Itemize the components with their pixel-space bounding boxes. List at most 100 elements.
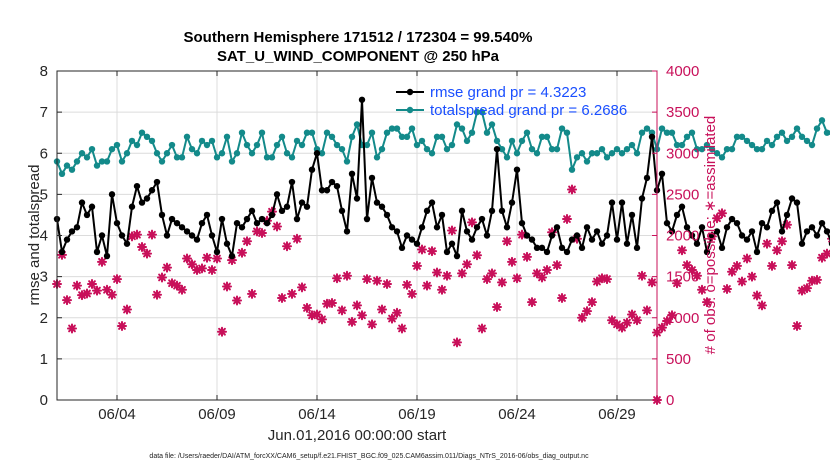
- asterisk-stroke: [528, 298, 536, 306]
- totalspread-point: [608, 150, 616, 157]
- rmse-point: [338, 207, 346, 215]
- asterisk-stroke: [623, 318, 631, 327]
- totalspread-point: [343, 158, 351, 165]
- y-axis-ticks: 0 1 2 3 4 5 6 7 8: [40, 63, 62, 409]
- assimilated-point: [327, 297, 337, 308]
- totalspread-point: [233, 150, 241, 157]
- asterisk-stroke: [98, 257, 106, 266]
- rmse-point: [803, 228, 811, 235]
- asterisk-stroke: [148, 230, 156, 239]
- totalspread-point: [73, 158, 81, 165]
- totalspread-point: [433, 133, 441, 140]
- totalspread-point: [733, 133, 741, 140]
- asterisk-stroke: [608, 316, 616, 325]
- asterisk-stroke: [243, 237, 251, 246]
- asterisk-stroke: [513, 274, 521, 283]
- asterisk-stroke: [108, 290, 116, 299]
- asterisk-stroke: [368, 320, 376, 329]
- rmse-point: [513, 166, 521, 173]
- totalspread-point: [723, 145, 731, 153]
- totalspread-point: [103, 158, 111, 165]
- asterisk-stroke: [358, 311, 366, 320]
- totalspread-point: [568, 166, 576, 173]
- rmse-point: [368, 174, 376, 182]
- assimilated-point: [522, 251, 532, 262]
- totalspread-point: [643, 125, 651, 132]
- rmse-point: [473, 224, 481, 231]
- asterisk-stroke: [378, 305, 386, 314]
- asterisk-stroke: [593, 277, 601, 286]
- assimilated-point: [137, 242, 147, 253]
- totalspread-point: [353, 121, 361, 128]
- rmse-point: [648, 133, 656, 140]
- assimilated-point: [502, 236, 512, 247]
- asterisk-stroke: [578, 313, 586, 322]
- assimilated-point: [772, 245, 782, 256]
- totalspread-point: [638, 129, 646, 136]
- rmse-point: [333, 182, 341, 190]
- assimilated-point: [512, 273, 522, 284]
- rmse-point: [678, 203, 686, 210]
- totalspread-point: [688, 129, 696, 136]
- totalspread-point: [178, 154, 186, 161]
- rmse-point: [413, 240, 421, 247]
- totalspread-point: [248, 150, 256, 157]
- asterisk-stroke: [508, 257, 516, 266]
- totalspread-point: [488, 121, 496, 128]
- y-right-tick-label: 1000: [666, 310, 699, 327]
- asterisk-stroke: [73, 281, 81, 290]
- assimilated-point: [157, 272, 167, 283]
- asterisk-stroke: [398, 324, 406, 333]
- totalspread-point: [538, 133, 546, 140]
- chart-subtitle: SAT_U_WIND_COMPONENT @ 250 hPa: [217, 48, 500, 65]
- totalspread-point: [778, 129, 786, 136]
- totalspread-point: [323, 129, 331, 136]
- rmse-point: [378, 203, 386, 210]
- asterisk-stroke: [238, 248, 246, 257]
- totalspread-point: [318, 150, 326, 157]
- y-right-tick-label: 3500: [666, 104, 699, 121]
- assimilated-point: [737, 276, 747, 287]
- x-axis-ticks: 06/04 06/09 06/14 06/19 06/24 06/29: [98, 71, 636, 423]
- totalspread-point: [408, 125, 416, 132]
- rmse-point: [713, 228, 721, 235]
- rmse-point: [373, 199, 381, 206]
- asterisk-stroke: [503, 237, 511, 246]
- assimilated-point: [442, 270, 452, 281]
- assimilated-point: [257, 228, 267, 239]
- asterisk-stroke: [133, 230, 141, 239]
- totalspread-point: [558, 125, 566, 132]
- rmse-point: [133, 182, 141, 190]
- assimilated-point: [467, 217, 477, 228]
- rmse-point: [143, 195, 151, 202]
- totalspread-point: [78, 150, 86, 157]
- rmse-point: [343, 228, 351, 235]
- totalspread-point: [128, 137, 136, 145]
- assimilated-point: [147, 229, 157, 240]
- asterisk-stroke: [678, 246, 686, 255]
- asterisk-stroke: [258, 229, 266, 237]
- asterisk-stroke: [158, 273, 166, 282]
- totalspread-point: [218, 150, 226, 157]
- y-tick-label: 1: [40, 351, 48, 368]
- asterisk-stroke: [488, 269, 496, 278]
- assimilated-point: [237, 247, 247, 258]
- rmse-point: [248, 207, 256, 215]
- rmse-point: [258, 215, 266, 223]
- asterisk-stroke: [543, 266, 551, 274]
- assimilated-point: [722, 283, 732, 294]
- rmse-point: [688, 232, 696, 239]
- asterisk-stroke: [563, 215, 571, 223]
- totalspread-point: [798, 133, 806, 140]
- assimilated-point: [567, 184, 577, 195]
- totalspread-point: [808, 141, 816, 149]
- totalspread-point: [523, 129, 531, 136]
- totalspread-point: [528, 145, 536, 153]
- rmse-point: [213, 248, 221, 256]
- totalspread-point: [728, 145, 736, 153]
- assimilated-point: [72, 280, 82, 291]
- rmse-point: [788, 195, 796, 202]
- assimilated-point: [692, 270, 702, 281]
- asterisk-stroke: [438, 285, 446, 294]
- assimilated-point: [222, 281, 232, 292]
